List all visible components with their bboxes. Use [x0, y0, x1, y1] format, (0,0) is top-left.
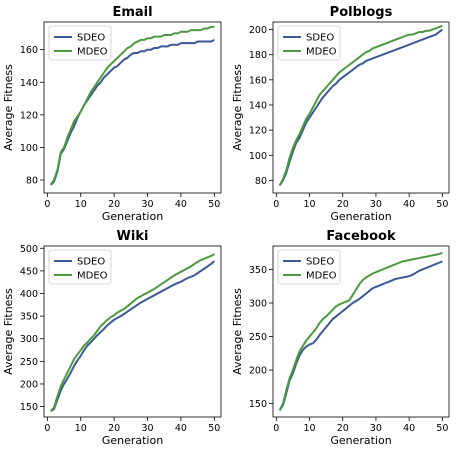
- x-tick-label: 10: [75, 423, 87, 434]
- y-tick-label: 80: [26, 175, 38, 186]
- series-line-mdeo: [49, 253, 215, 412]
- x-tick-label: 50: [436, 423, 448, 434]
- x-tick-label: 50: [208, 199, 220, 210]
- chart-title: Wiki: [117, 229, 149, 244]
- series-line-mdeo: [278, 24, 443, 186]
- series-line-sdeo: [278, 260, 443, 411]
- y-tick-label: 250: [20, 357, 38, 368]
- x-tick-label: 30: [370, 199, 382, 210]
- y-tick-label: 100: [20, 143, 38, 154]
- legend-label-mdeo: MDEO: [306, 271, 337, 282]
- y-tick-label: 350: [20, 312, 38, 323]
- y-tick-label: 120: [249, 126, 267, 137]
- x-tick-label: 10: [303, 199, 315, 210]
- legend: SDEO MDEO: [277, 249, 341, 285]
- subplot-email: Email 0 10 20 30 40 50 80 100 120 140 160 Generation…: [2, 5, 222, 223]
- y-tick-label: 140: [20, 78, 38, 89]
- y-tick-label: 120: [20, 110, 38, 121]
- x-axis-label: Generation: [102, 210, 163, 223]
- x-tick-label: 20: [108, 423, 120, 434]
- x-tick-label: 50: [208, 423, 220, 434]
- x-tick-label: 50: [436, 199, 448, 210]
- chart-title: Polblogs: [330, 5, 393, 20]
- x-tick-label: 20: [337, 423, 349, 434]
- y-tick-label: 400: [20, 289, 38, 300]
- x-tick-label: 30: [370, 423, 382, 434]
- series-line-sdeo: [278, 28, 443, 187]
- y-axis-label: Average Fitness: [2, 64, 15, 151]
- y-tick-label: 100: [249, 151, 267, 162]
- y-tick-label: 160: [20, 45, 38, 56]
- legend-label-sdeo: SDEO: [77, 33, 105, 44]
- x-tick-label: 30: [141, 199, 153, 210]
- subplot-facebook: Facebook 0 10 20 30 40 50 150 200 250 300 350 Genera…: [231, 229, 450, 447]
- x-tick-label: 10: [75, 199, 87, 210]
- x-axis-label: Generation: [330, 434, 391, 447]
- x-tick-label: 20: [108, 199, 120, 210]
- plot-frame: [272, 21, 450, 194]
- legend-label-sdeo: SDEO: [306, 257, 334, 268]
- legend: SDEO MDEO: [48, 25, 112, 61]
- y-tick-label: 500: [20, 244, 38, 255]
- y-tick-label: 200: [249, 25, 267, 36]
- y-tick-label: 160: [249, 75, 267, 86]
- x-tick-label: 30: [141, 423, 153, 434]
- y-tick-label: 150: [249, 399, 267, 410]
- plot-frame: [43, 245, 222, 418]
- legend-label-mdeo: MDEO: [77, 47, 108, 58]
- y-axis-label: Average Fitness: [231, 64, 244, 151]
- x-tick-label: 0: [273, 199, 279, 210]
- plot-frame: [43, 21, 222, 194]
- x-tick-label: 40: [175, 199, 187, 210]
- y-tick-label: 250: [249, 332, 267, 343]
- y-tick-label: 140: [249, 100, 267, 111]
- y-tick-label: 200: [20, 379, 38, 390]
- series-line-sdeo: [49, 39, 215, 186]
- legend-label-mdeo: MDEO: [306, 47, 337, 58]
- y-tick-label: 300: [249, 299, 267, 310]
- x-tick-label: 40: [175, 423, 187, 434]
- chart-title: Email: [112, 5, 152, 20]
- y-axis-label: Average Fitness: [2, 288, 15, 375]
- y-axis-label: Average Fitness: [231, 288, 244, 375]
- plot-frame: [272, 245, 450, 418]
- y-tick-label: 150: [20, 402, 38, 413]
- subplot-wiki: Wiki 0 10 20 30 40 50 150 200 250 300 350 400 450 500 G…: [2, 229, 222, 447]
- x-axis-label: Generation: [102, 434, 163, 447]
- x-tick-label: 0: [44, 199, 50, 210]
- x-tick-label: 0: [44, 423, 50, 434]
- series-line-mdeo: [278, 251, 443, 411]
- x-tick-label: 20: [337, 199, 349, 210]
- y-tick-label: 450: [20, 266, 38, 277]
- x-tick-label: 0: [273, 423, 279, 434]
- legend-label-mdeo: MDEO: [77, 271, 108, 282]
- y-tick-label: 80: [255, 176, 267, 187]
- x-tick-label: 10: [303, 423, 315, 434]
- legend: SDEO MDEO: [48, 249, 112, 285]
- chart-title: Facebook: [326, 229, 396, 244]
- y-tick-label: 350: [249, 265, 267, 276]
- x-tick-label: 40: [403, 423, 415, 434]
- legend-label-sdeo: SDEO: [77, 257, 105, 268]
- legend: SDEO MDEO: [277, 25, 341, 61]
- y-tick-label: 200: [249, 366, 267, 377]
- y-tick-label: 300: [20, 334, 38, 345]
- x-tick-label: 40: [403, 199, 415, 210]
- legend-label-sdeo: SDEO: [306, 33, 334, 44]
- series-line-sdeo: [50, 260, 216, 412]
- subplot-polblogs: Polblogs 0 10 20 30 40 50 80 100 120 140 160 180 200 G…: [231, 5, 450, 223]
- y-tick-label: 180: [249, 50, 267, 61]
- series-line-mdeo: [49, 25, 215, 186]
- x-axis-label: Generation: [330, 210, 391, 223]
